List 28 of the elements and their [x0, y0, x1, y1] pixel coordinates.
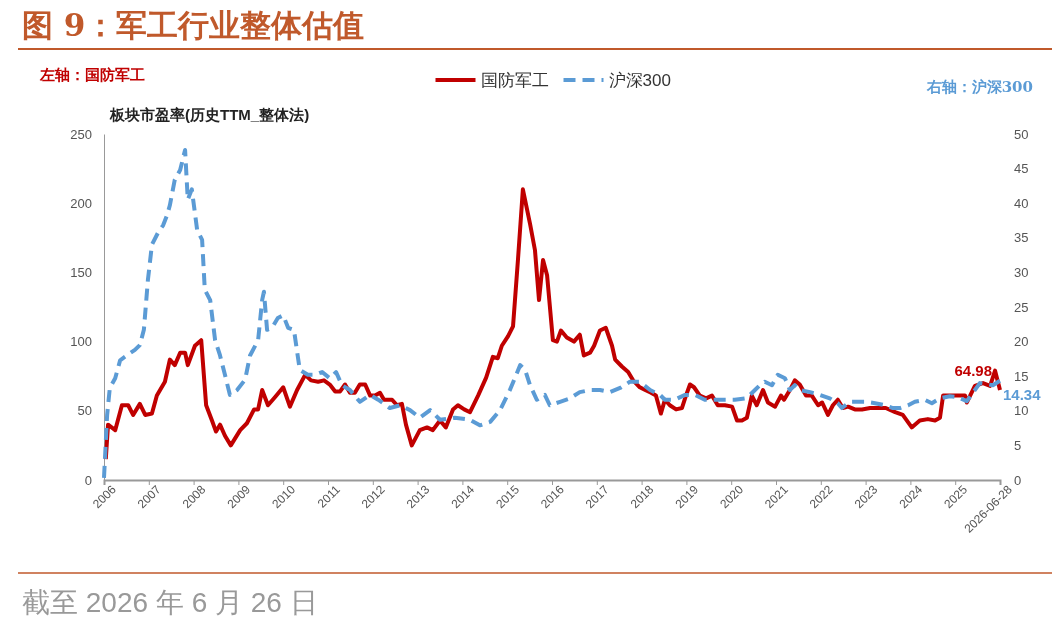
y2-tick-label: 50	[1014, 126, 1029, 142]
y-tick-label: 50	[77, 403, 92, 419]
legend-label: 沪深300	[608, 71, 671, 90]
line-series	[102, 147, 1002, 480]
text: 右轴：沪深300	[925, 78, 1033, 96]
line-series	[103, 187, 1002, 462]
y-tick-label: 150	[70, 265, 92, 281]
text: 左轴：国防军工	[39, 66, 145, 84]
chart-title: 图 9：军工行业整体估值	[22, 7, 365, 43]
y2-tick-label: 45	[1014, 161, 1029, 177]
y-axis-title: 板块市盈率(历史TTM_整体法)	[109, 106, 310, 123]
y2-tick-label: 10	[1014, 403, 1029, 419]
y2-tick-label: 5	[1014, 438, 1022, 454]
y2-tick-label: 20	[1014, 334, 1029, 350]
y2-tick-label: 25	[1014, 299, 1029, 315]
y2-tick-label: 15	[1014, 368, 1029, 384]
text: 截至 2026 年 6 月 26 日	[22, 587, 318, 618]
y2-tick-label: 35	[1014, 230, 1029, 246]
y2-tick-label: 40	[1014, 195, 1029, 211]
y-tick-label: 200	[70, 195, 92, 211]
y2-tick-label: 30	[1014, 265, 1029, 281]
y-tick-label: 250	[70, 126, 92, 142]
y-tick-label: 100	[70, 334, 92, 350]
legend-label: 国防军工	[480, 71, 549, 90]
y-tick-label: 0	[84, 472, 92, 488]
data-label: 64.98	[954, 362, 992, 380]
y2-tick-label: 0	[1014, 472, 1022, 488]
data-label: 14.34	[1003, 385, 1042, 403]
